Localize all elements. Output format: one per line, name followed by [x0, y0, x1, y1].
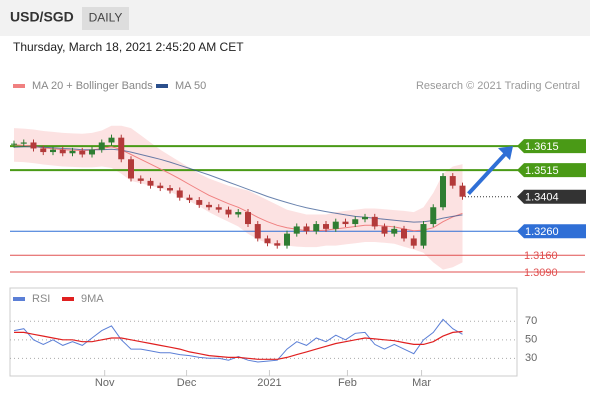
candle: [293, 226, 300, 234]
level-tag: [517, 189, 586, 204]
candle: [215, 207, 222, 210]
legend-label: 9MA: [81, 293, 104, 305]
candle: [30, 142, 37, 149]
candle: [342, 221, 349, 225]
candle: [79, 150, 86, 155]
candle: [196, 200, 203, 205]
candle: [284, 233, 290, 246]
date: Thursday, March 18, 2021 2:45:20 AM CET: [13, 40, 244, 54]
x-tick-label: Feb: [338, 377, 357, 389]
legend-label: RSI: [32, 293, 50, 305]
candle: [225, 209, 232, 215]
x-tick-label: Dec: [177, 377, 197, 389]
level-label: 1.3160: [524, 250, 558, 262]
candle: [420, 224, 427, 246]
ma20-line: [13, 144, 463, 232]
legend-label: MA 20 + Bollinger Bands: [32, 80, 153, 92]
period-badge[interactable]: [82, 7, 129, 30]
candle: [206, 204, 212, 208]
forecast-arrow: [467, 150, 509, 196]
legend-swatch: [13, 297, 25, 301]
candle: [89, 149, 95, 155]
level-tag: [517, 139, 586, 154]
candle: [11, 143, 17, 145]
candle: [264, 238, 271, 244]
legend-label: MA 50: [175, 80, 206, 92]
candle: [167, 188, 173, 191]
candle: [157, 185, 164, 189]
candle: [401, 228, 407, 239]
candle: [235, 212, 242, 215]
level-tag: [517, 163, 586, 178]
candle: [176, 190, 183, 198]
candle: [313, 224, 320, 232]
level-label: 1.3260: [525, 226, 559, 238]
candle: [430, 207, 437, 225]
ma9-line: [14, 330, 463, 360]
candle: [303, 226, 310, 232]
x-tick-label: 2021: [257, 377, 281, 389]
candle: [128, 159, 134, 179]
rsi-line: [13, 318, 463, 363]
candle: [254, 224, 261, 239]
candle: [381, 226, 388, 234]
candle: [137, 178, 144, 181]
x-tick-label: Mar: [412, 377, 431, 389]
candle: [410, 238, 417, 246]
candle: [323, 224, 329, 229]
candle: [59, 149, 66, 154]
rsi-panel: [9, 287, 518, 377]
candle: [371, 216, 378, 227]
candle: [352, 219, 359, 225]
candle: [440, 176, 446, 208]
level-label: 1.3090: [524, 267, 558, 279]
candle: [118, 137, 125, 160]
legend-swatch: [13, 84, 25, 88]
candle: [40, 148, 47, 153]
forecast-arrowhead: [498, 146, 513, 161]
legend-swatch: [62, 297, 74, 301]
candle: [449, 176, 456, 186]
candle: [69, 150, 76, 154]
level-label: 1.3615: [525, 141, 559, 153]
y-tick-label: 50: [525, 334, 537, 346]
ma50-line: [13, 146, 463, 223]
level-tag: [517, 224, 586, 239]
candle: [186, 197, 193, 201]
credit: Research © 2021 Trading Central: [416, 80, 580, 92]
candle: [147, 180, 154, 186]
candle: [459, 185, 466, 197]
candle: [108, 137, 115, 143]
candle: [50, 149, 56, 153]
bollinger-band: [14, 125, 463, 270]
x-tick-label: Nov: [95, 377, 115, 389]
level-label: 1.3404: [525, 192, 559, 204]
y-tick-label: 30: [525, 352, 537, 364]
y-tick-label: 70: [525, 315, 537, 327]
candle: [20, 142, 27, 144]
candle: [362, 216, 368, 220]
candle: [98, 142, 105, 150]
candle: [391, 228, 398, 234]
level-label: 1.3515: [525, 165, 559, 177]
candle: [332, 221, 339, 229]
candle: [274, 243, 281, 246]
candle: [245, 212, 251, 225]
legend-swatch: [156, 84, 168, 88]
symbol: USD/SGD: [10, 9, 74, 25]
period[interactable]: DAILY: [89, 11, 123, 25]
